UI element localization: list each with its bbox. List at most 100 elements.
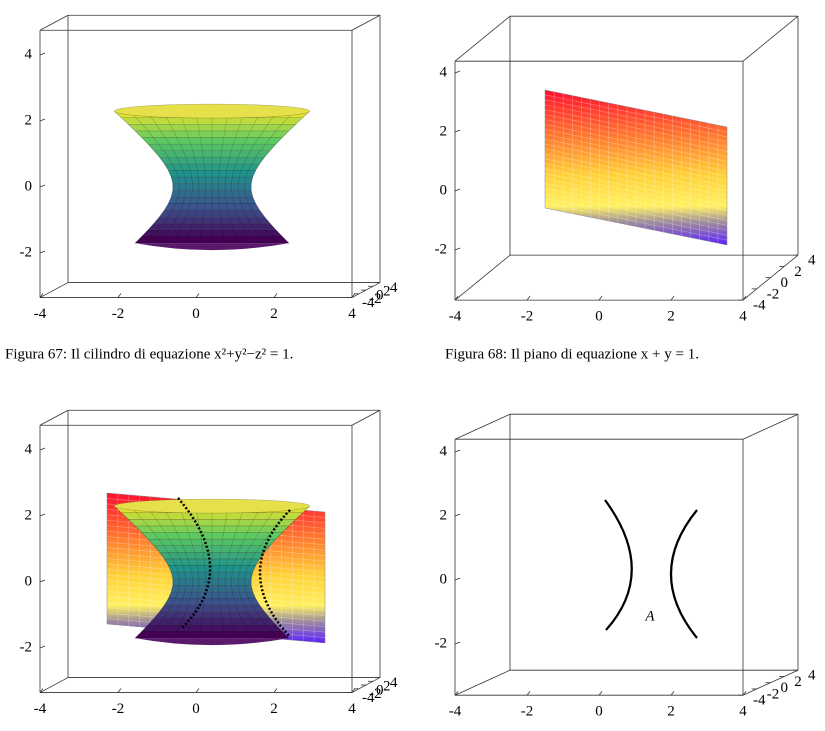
- plane-grid: [544, 94, 728, 133]
- box-edge: [351, 14, 381, 31]
- y-tick-label: 0: [781, 275, 789, 291]
- plane-grid: [544, 197, 728, 236]
- plane-grid: [544, 202, 728, 241]
- x-tick-label: 4: [348, 701, 356, 717]
- plane-grid: [544, 183, 728, 221]
- box-edge: [39, 14, 69, 31]
- z-tick: [39, 513, 46, 517]
- plane-grid: [544, 99, 728, 138]
- annotation: A: [644, 608, 655, 624]
- figure-caption: Figura 68: Il piano di equazione x + y =…: [445, 346, 699, 362]
- x-tick: [454, 690, 459, 696]
- z-tick: [39, 250, 46, 254]
- x-tick-label: 0: [192, 701, 200, 717]
- plane-grid: [544, 148, 728, 187]
- y-tick-label: -2: [767, 286, 780, 302]
- plane-grid: [544, 124, 728, 162]
- x-tick: [273, 293, 278, 298]
- y-tick-label: 2: [794, 674, 802, 690]
- x-tick-label: 0: [192, 306, 200, 322]
- intersection-curve: [177, 497, 212, 629]
- plane-grid: [544, 119, 728, 157]
- x-tick: [454, 295, 459, 301]
- curve: [604, 499, 633, 631]
- surface-meridian: [250, 110, 311, 244]
- x-tick: [598, 295, 603, 301]
- z-tick-label: 4: [440, 64, 448, 80]
- z-tick: [454, 247, 461, 251]
- box-edge: [39, 677, 69, 693]
- y-tick-label: 4: [390, 675, 398, 691]
- z-tick: [39, 645, 46, 649]
- surface-meridian: [162, 505, 193, 639]
- y-tick-label: 0: [781, 680, 789, 696]
- z-tick-label: -2: [435, 241, 448, 257]
- y-tick-label: -2: [369, 291, 382, 307]
- plane-grid: [544, 129, 728, 167]
- x-tick: [351, 293, 356, 298]
- x-tick-label: 2: [667, 309, 675, 325]
- plane-grid: [544, 158, 728, 197]
- surface-meridian: [250, 505, 311, 639]
- box-edge: [39, 282, 69, 298]
- y-tick-label: 0: [376, 682, 384, 698]
- y-tick-label: -4: [753, 298, 766, 314]
- z-tick-label: 2: [440, 123, 448, 139]
- y-tick-label: -2: [767, 686, 780, 702]
- plane-grid: [544, 192, 728, 231]
- z-tick-label: 0: [25, 573, 33, 589]
- x-tick: [742, 690, 747, 696]
- x-tick-label: 4: [739, 309, 747, 325]
- box-edge: [454, 413, 511, 440]
- z-tick-label: 2: [25, 112, 33, 128]
- box-edge: [454, 15, 511, 62]
- z-tick-label: 2: [440, 507, 448, 523]
- surface-meridian: [218, 111, 229, 244]
- x-tick-label: 4: [739, 704, 747, 720]
- y-tick-label: -2: [369, 686, 382, 702]
- z-tick: [454, 129, 461, 133]
- z-tick: [454, 513, 461, 517]
- z-tick-label: 2: [25, 507, 33, 523]
- x-tick-label: -2: [112, 306, 125, 322]
- x-tick: [39, 688, 44, 693]
- z-tick: [39, 579, 46, 583]
- y-tick-label: 4: [808, 253, 816, 269]
- box-edge: [742, 413, 799, 440]
- curve: [670, 509, 698, 639]
- x-tick: [195, 293, 200, 298]
- z-tick: [39, 52, 46, 56]
- plane-grid: [544, 138, 728, 177]
- box-edge: [454, 254, 511, 301]
- y-tick-label: 2: [383, 284, 391, 300]
- x-tick: [351, 688, 356, 693]
- y-tick-label: -4: [362, 295, 375, 311]
- z-tick-label: 0: [440, 571, 448, 587]
- x-tick: [273, 688, 278, 693]
- surface-meridian: [244, 110, 294, 244]
- box-edge: [351, 409, 381, 426]
- surface-meridian: [237, 110, 278, 244]
- x-tick-label: -2: [521, 309, 534, 325]
- y-tick-label: -4: [362, 690, 375, 706]
- y-tick-label: 4: [808, 668, 816, 684]
- x-tick: [526, 295, 531, 301]
- z-tick-label: -2: [20, 639, 33, 655]
- plane-grid: [544, 133, 728, 172]
- z-tick-label: -2: [435, 635, 448, 651]
- figure-caption: Figura 67: Il cilindro di equazione x²+y…: [5, 346, 293, 362]
- z-tick: [454, 449, 461, 453]
- surface-meridian: [224, 110, 245, 244]
- z-tick: [39, 184, 46, 188]
- plane-grid: [544, 114, 728, 152]
- x-tick-label: 2: [270, 701, 278, 717]
- surface-bottom: [135, 638, 289, 646]
- x-tick-label: -4: [449, 704, 462, 720]
- x-tick: [39, 293, 44, 298]
- plane: [544, 89, 728, 246]
- plane-grid: [544, 143, 728, 182]
- plane-grid: [544, 173, 728, 211]
- surface-meridian: [231, 505, 262, 639]
